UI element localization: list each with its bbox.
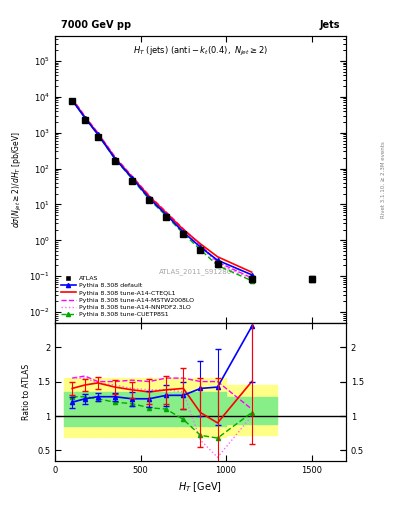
Text: ATLAS_2011_S9128077: ATLAS_2011_S9128077 (159, 268, 242, 274)
Text: Rivet 3.1.10, ≥ 2.3M events: Rivet 3.1.10, ≥ 2.3M events (381, 141, 386, 218)
Text: Jets: Jets (320, 20, 340, 30)
Text: $H_T\ \mathrm{(jets)}\ \mathrm{(anti-}k_t\mathrm{(0.4),}\ N_{jet} \geq 2\mathrm{: $H_T\ \mathrm{(jets)}\ \mathrm{(anti-}k_… (133, 45, 268, 57)
Y-axis label: Ratio to ATLAS: Ratio to ATLAS (22, 364, 31, 420)
Text: 7000 GeV pp: 7000 GeV pp (61, 20, 131, 30)
Y-axis label: $d\sigma(N_{jet} \geq 2) / dH_T\ \mathrm{[pb/GeV]}$: $d\sigma(N_{jet} \geq 2) / dH_T\ \mathrm… (11, 131, 24, 228)
Legend: ATLAS, Pythia 8.308 default, Pythia 8.308 tune-A14-CTEQL1, Pythia 8.308 tune-A14: ATLAS, Pythia 8.308 default, Pythia 8.30… (58, 273, 197, 320)
X-axis label: $H_T\ \mathrm{[GeV]}$: $H_T\ \mathrm{[GeV]}$ (178, 480, 222, 494)
